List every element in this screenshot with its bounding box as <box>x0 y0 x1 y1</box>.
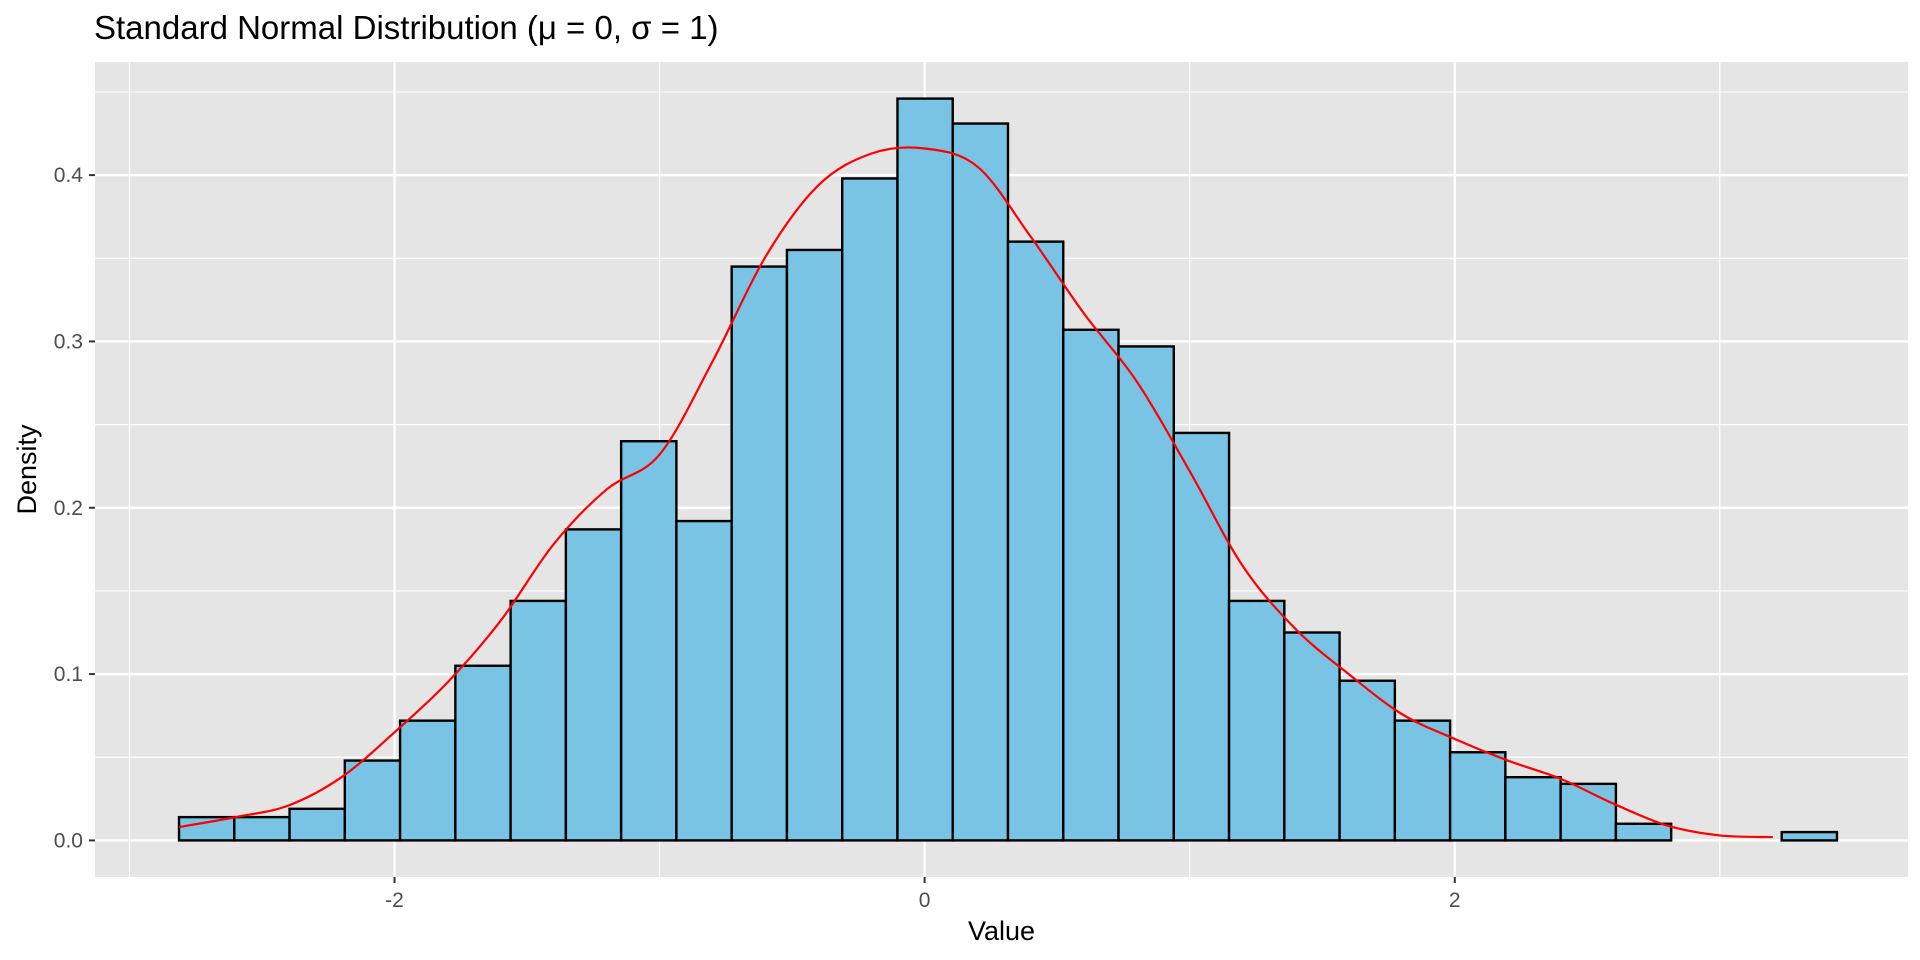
histogram-bars <box>177 97 1839 842</box>
histogram-bar <box>785 248 844 842</box>
y-tick-label: 0.4 <box>54 164 84 187</box>
histogram-bar <box>1227 599 1286 842</box>
histogram-bar <box>343 759 402 842</box>
histogram-bar <box>730 265 789 842</box>
histogram-bar <box>1117 345 1175 842</box>
density-curve <box>178 146 1773 839</box>
histogram-bar <box>177 815 236 842</box>
histogram-bar <box>398 719 457 842</box>
x-axis-ticks: -2 0 2 <box>385 877 1461 912</box>
y-tick-label: 0.1 <box>54 663 83 686</box>
y-tick-label: 0.0 <box>54 829 83 852</box>
x-tick-label: -2 <box>385 889 404 912</box>
histogram-bar <box>509 599 568 842</box>
x-axis-title: Value <box>968 916 1035 946</box>
x-tick-label: 0 <box>919 889 931 912</box>
chart-title: Standard Normal Distribution (μ = 0, σ =… <box>94 9 718 46</box>
histogram-bar <box>619 440 678 842</box>
histogram-bar <box>951 122 1010 842</box>
histogram-bar <box>1780 830 1839 842</box>
histogram-bar <box>1614 822 1673 842</box>
histogram-bar <box>564 528 623 842</box>
histogram-bar <box>896 97 954 842</box>
y-tick-label: 0.2 <box>54 497 83 520</box>
histogram-bar <box>1283 631 1341 842</box>
histogram-bar <box>1393 719 1452 842</box>
histogram-bar <box>840 177 899 842</box>
histogram-bar <box>1559 782 1618 842</box>
histogram-bar <box>233 815 291 842</box>
histogram-bar <box>1006 240 1065 842</box>
histogram-bar <box>675 519 733 842</box>
y-axis-title: Density <box>12 424 42 515</box>
histogram-bar <box>1062 328 1120 842</box>
histogram-bar <box>454 664 512 842</box>
histogram-bar <box>1504 776 1562 842</box>
histogram-bar <box>288 807 347 842</box>
histogram-bar <box>1448 751 1507 842</box>
y-axis-ticks: 0.0 0.1 0.2 0.3 0.4 <box>54 164 95 852</box>
y-tick-label: 0.3 <box>54 330 83 353</box>
histogram-bar <box>1172 431 1231 842</box>
x-tick-label: 2 <box>1449 889 1461 912</box>
